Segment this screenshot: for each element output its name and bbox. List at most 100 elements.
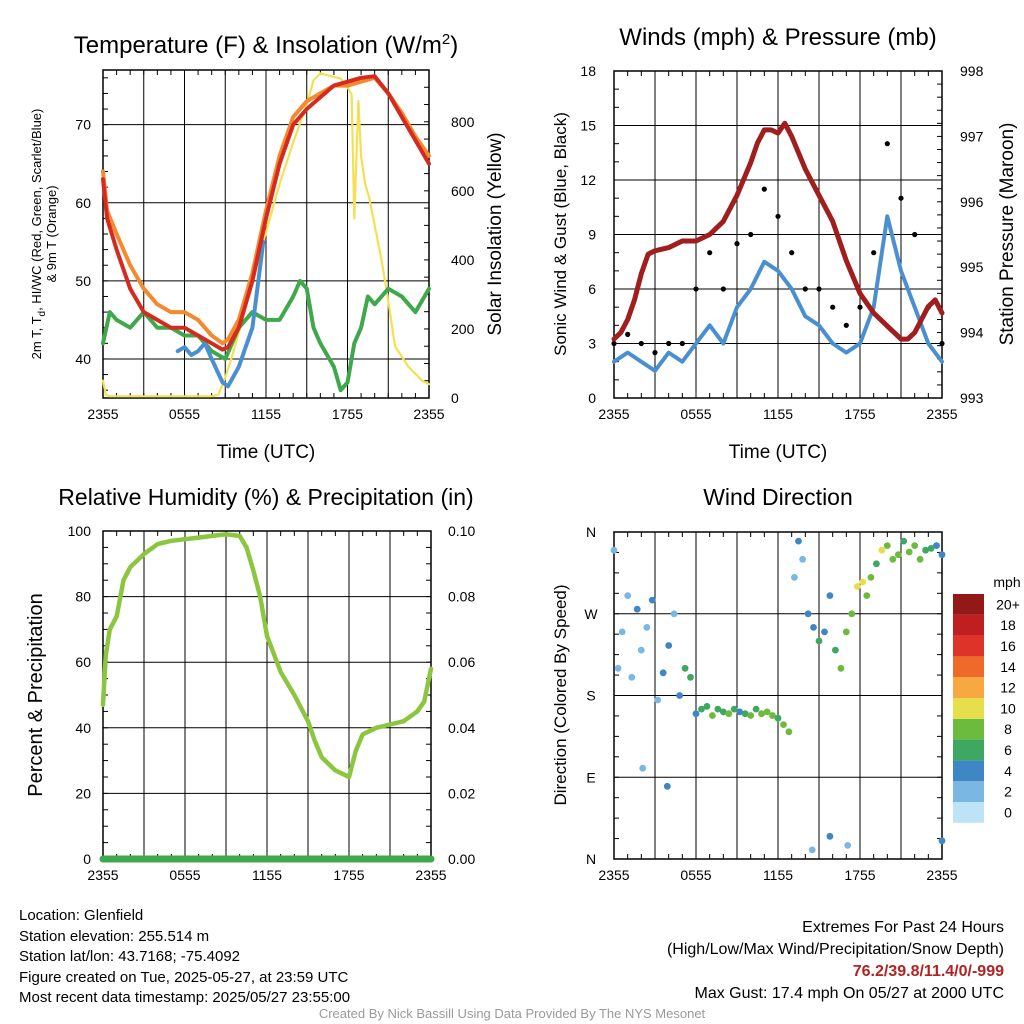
gust-point: [898, 195, 904, 201]
winddir-point: [643, 624, 651, 631]
rh-panel-title: Relative Humidity (%) & Precipitation (i…: [58, 484, 473, 510]
winddir-point: [873, 560, 880, 568]
rh-ytick-label: 20: [75, 785, 91, 801]
temp-ylabel-line2: & 9m T (Orange): [44, 185, 59, 282]
temp-ytick-label: 50: [75, 273, 91, 289]
winddir-point: [648, 596, 656, 604]
colorbar-label: 16: [1000, 638, 1016, 654]
winddir-point: [758, 710, 765, 718]
colorbar-label: 2: [1004, 784, 1012, 800]
winddir-point: [752, 705, 760, 713]
gust-point: [707, 250, 713, 256]
colorbar-label: 8: [1004, 721, 1012, 737]
winddir-point: [763, 708, 771, 716]
winddir-point: [867, 574, 875, 581]
rh-panel-xtick-label: 0555: [169, 867, 200, 883]
wind-panel-xtick-label: 0555: [680, 406, 711, 422]
colorbar-swatch: [953, 781, 984, 802]
gust-point: [652, 350, 658, 356]
elevation-text: Station elevation: 255.514 m: [19, 927, 210, 945]
winddir-ytick-label: N: [586, 524, 596, 540]
pressure-ytick-label: 993: [960, 390, 984, 406]
gust-point: [611, 340, 617, 347]
gust-point: [761, 186, 767, 192]
location-text: Location: Glenfield: [19, 907, 144, 924]
gust-point: [748, 231, 754, 238]
gust-point: [843, 322, 849, 328]
winddir-point: [698, 705, 705, 713]
wind-ytick-label: 12: [580, 172, 596, 188]
precip-ytick-label: 0.06: [448, 654, 475, 670]
rh-panel-grid: [103, 531, 431, 859]
colorbar-swatch: [953, 718, 984, 740]
winddir-panel-xtick-label: 1155: [763, 867, 793, 883]
gust-point: [802, 286, 808, 292]
winddir-point: [785, 728, 793, 736]
gust-point: [693, 286, 699, 292]
winddir-point: [780, 721, 787, 728]
winddir-point: [832, 646, 839, 654]
temp-panel-xtick-label: 2355: [413, 406, 444, 422]
winddir-point: [795, 537, 802, 545]
station-info: Location: Glenfield Station elevation: 2…: [19, 906, 350, 1009]
colorbar-swatch: [953, 739, 984, 761]
precip-ytick-label: 0.04: [448, 720, 475, 736]
rh-panel-xtick-label: 1155: [252, 867, 282, 883]
winddir-ytick-label: W: [584, 606, 598, 622]
winddir-point: [665, 642, 673, 649]
winddir-point: [905, 548, 913, 556]
precip-ytick-label: 0.02: [448, 785, 475, 801]
winddir-point: [730, 705, 738, 713]
temp-ytick-label: 40: [75, 351, 91, 367]
colorbar-label: 12: [1000, 680, 1016, 696]
winddir-point: [815, 637, 823, 645]
winddir-point: [922, 546, 929, 554]
winddir-point: [916, 555, 924, 563]
winddir-point: [900, 537, 908, 545]
extremes-title: Extremes For Past 24 Hours: [802, 919, 1004, 936]
winddir-point: [725, 710, 733, 718]
winddir-point: [681, 664, 689, 672]
temp-ytick-label: 60: [75, 195, 91, 211]
gust-point: [789, 250, 795, 256]
winddir-point: [844, 842, 852, 849]
insolation-ytick-label: 400: [451, 252, 475, 268]
gust-point: [666, 340, 672, 347]
winddir-panel-xtick-label: 2355: [598, 867, 629, 883]
winddir-point: [709, 712, 716, 719]
wind-xlabel: Time (UTC): [729, 442, 828, 463]
winddir-point: [741, 710, 749, 718]
winddir-point: [676, 692, 683, 699]
colorbar-swatch: [953, 760, 984, 782]
winddir-point: [938, 551, 946, 559]
rh-panel-xtick-label: 2355: [87, 867, 118, 883]
pressure-ytick-label: 998: [960, 63, 984, 79]
winddir-point: [808, 846, 816, 854]
wind-ytick-label: 6: [588, 281, 596, 297]
temp-ytick-label: 70: [75, 117, 91, 133]
insolation-ytick-label: 0: [451, 390, 459, 406]
insolation-ytick-label: 800: [451, 114, 475, 130]
wind-speed-line: [612, 214, 944, 373]
winddir-point: [614, 664, 622, 672]
created-text: Figure created on Tue, 2025-05-27, at 23…: [19, 968, 349, 986]
winddir-ytick-label: S: [586, 688, 595, 704]
winddir-point: [878, 546, 886, 554]
temp-panel-xtick-label: 1155: [251, 406, 281, 422]
temp-panel-xtick-label: 0555: [169, 406, 200, 422]
rh-ytick-label: 40: [75, 720, 91, 736]
colorbar-swatch: [953, 614, 984, 636]
precip-ytick-label: 0.10: [448, 523, 475, 539]
pressure-ytick-label: 994: [960, 325, 984, 341]
insolation-line: [101, 72, 431, 398]
temp-title-superscript: 2: [442, 31, 450, 48]
winddir-point: [670, 610, 678, 618]
winddir-point: [624, 592, 632, 599]
winddir-point: [659, 669, 667, 677]
temp-ylabel: 2m T, Td, HI/WC (Red, Green, Scarlet/Blu…: [29, 109, 59, 360]
wind-ytick-label: 15: [580, 118, 596, 134]
precip-ytick-label: 0.08: [448, 589, 475, 605]
wind-ytick-label: 0: [588, 390, 596, 406]
winddir-panel-grid: [614, 532, 942, 859]
winddir-point: [883, 542, 891, 549]
